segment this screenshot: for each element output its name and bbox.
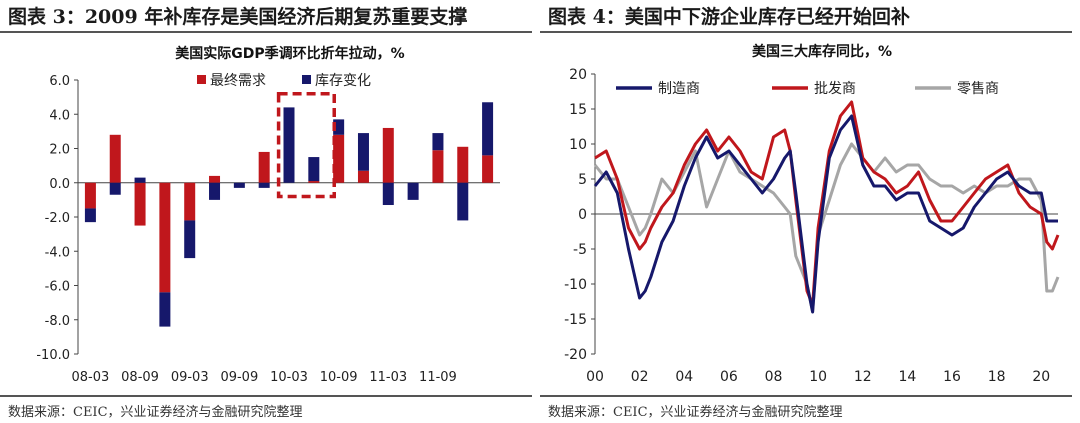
y-tick-label: 20: [569, 67, 587, 83]
bar-inventory-change: [482, 102, 494, 156]
y-tick-label: 2.0: [49, 143, 70, 158]
bar-inventory-change: [432, 133, 444, 151]
x-tick-label: 10-03: [270, 370, 308, 385]
legend-label-retailers: 零售商: [957, 81, 999, 97]
bar-inventory-change: [283, 107, 295, 183]
x-tick-label: 11-03: [369, 370, 407, 385]
bar-final-demand: [382, 127, 394, 183]
bar-final-demand: [84, 182, 96, 209]
x-tick-label: 09-03: [171, 370, 209, 385]
legend-label-final-demand: 最终需求: [210, 73, 266, 89]
bar-inventory-change: [159, 292, 171, 327]
bar-final-demand: [432, 150, 444, 183]
bar-final-demand: [184, 182, 196, 221]
y-tick-label: -20: [564, 347, 587, 363]
x-tick-label: 10: [809, 369, 827, 385]
y-tick-label: 0: [578, 207, 587, 223]
legend-swatch-inventory-change: [302, 75, 311, 84]
bar-inventory-change: [134, 177, 146, 183]
y-tick-label: 10: [569, 137, 587, 153]
bar-final-demand: [159, 182, 171, 293]
bar-final-demand: [258, 151, 270, 183]
bar-inventory-change: [209, 182, 221, 200]
figure-4-bottom-rule: [540, 395, 1072, 397]
y-tick-label: 15: [569, 102, 587, 118]
figure-3-heading: 图表 3：2009 年补库存是美国经济后期复苏重要支撑: [8, 6, 468, 28]
x-tick-label: 08-09: [121, 370, 159, 385]
chart-title: 美国实际GDP季调环比折年拉动，%: [175, 45, 404, 62]
x-tick-label: 14: [898, 369, 916, 385]
y-tick-label: 0.0: [49, 177, 70, 192]
legend-swatch-final-demand: [197, 75, 206, 84]
bar-final-demand: [209, 175, 221, 183]
x-tick-label: 11-09: [419, 370, 457, 385]
y-tick-label: -10.0: [36, 348, 70, 363]
x-tick-label: 06: [720, 369, 738, 385]
bar-inventory-change: [184, 220, 196, 259]
x-tick-label: 00: [586, 369, 604, 385]
legend-label-wholesalers: 批发商: [814, 81, 856, 97]
bar-final-demand: [134, 182, 146, 226]
figure-3-source: 数据来源：CEIC，兴业证券经济与金融研究院整理: [8, 405, 303, 420]
wholesalers-line: [594, 100, 1060, 307]
x-tick-label: 20: [1032, 369, 1050, 385]
bar-inventory-change: [258, 182, 270, 188]
bar-final-demand: [482, 155, 494, 183]
inventory-yoy-line-chart: 美国三大库存同比，% 20 15 10 5 0 -5 -10 -15 -20 00 02 04 06 08 1…: [564, 43, 1060, 385]
gdp-contribution-bar-chart: 美国实际GDP季调环比折年拉动，% 6.0 4.0 2.0 0.0 -2.0 -4.0 -6.…: [36, 45, 500, 385]
bar-inventory-change: [407, 182, 419, 200]
legend-label-manufacturers: 制造商: [658, 81, 700, 97]
x-tick-label: 18: [988, 369, 1006, 385]
x-tick-label: 02: [631, 369, 649, 385]
figure-4-heading: 图表 4：美国中下游企业库存已经开始回补: [548, 6, 910, 28]
x-tick-label: 04: [675, 369, 693, 385]
bar-inventory-change: [233, 182, 245, 188]
figure-3-panel: 图表 3：2009 年补库存是美国经济后期复苏重要支撑 美国实际GDP季调环比折…: [0, 6, 532, 420]
bar-inventory-change: [308, 157, 320, 182]
y-tick-label: 6.0: [49, 74, 70, 89]
highlight-box: [276, 91, 336, 199]
x-tick-label: 08-03: [72, 370, 110, 385]
y-tick-label: -10: [564, 277, 587, 293]
bar-inventory-change: [357, 133, 369, 171]
y-tick-label: -15: [564, 312, 587, 328]
figure-3-top-rule: [0, 31, 532, 33]
y-tick-label: -4.0: [45, 245, 70, 260]
chart-title: 美国三大库存同比，%: [752, 43, 892, 60]
bar-inventory-change: [457, 182, 469, 221]
y-tick-label: -8.0: [45, 314, 70, 329]
y-tick-label: 4.0: [49, 108, 70, 123]
bar-inventory-change: [382, 182, 394, 206]
figure-3-bottom-rule: [0, 395, 532, 397]
y-tick-label: 5: [578, 172, 587, 188]
x-tick-label: 10-09: [320, 370, 358, 385]
x-tick-label: 16: [943, 369, 961, 385]
y-tick-label: -5: [573, 242, 587, 258]
bar-inventory-change: [84, 208, 96, 223]
bar-final-demand: [457, 146, 469, 183]
manufacturers-line: [593, 114, 1058, 314]
bar-final-demand: [357, 170, 369, 183]
y-tick-label: -6.0: [45, 280, 70, 295]
bar-inventory-change: [109, 182, 121, 195]
figure-4-panel: 图表 4：美国中下游企业库存已经开始回补 美国三大库存同比，% 20 15 10 5 0 -…: [540, 0, 1080, 423]
legend-label-inventory-change: 库存变化: [315, 73, 371, 89]
bar-inventory-change: [333, 119, 345, 135]
y-tick-label: -2.0: [45, 211, 70, 226]
bar-final-demand: [109, 134, 121, 183]
bar-final-demand: [308, 181, 320, 183]
x-tick-label: 09-09: [220, 370, 258, 385]
x-tick-label: 12: [854, 369, 872, 385]
figure-4-source: 数据来源：CEIC，兴业证券经济与金融研究院整理: [548, 405, 843, 420]
x-tick-label: 08: [765, 369, 783, 385]
figure-4-top-rule: [540, 31, 1072, 33]
bar-final-demand: [333, 134, 345, 183]
